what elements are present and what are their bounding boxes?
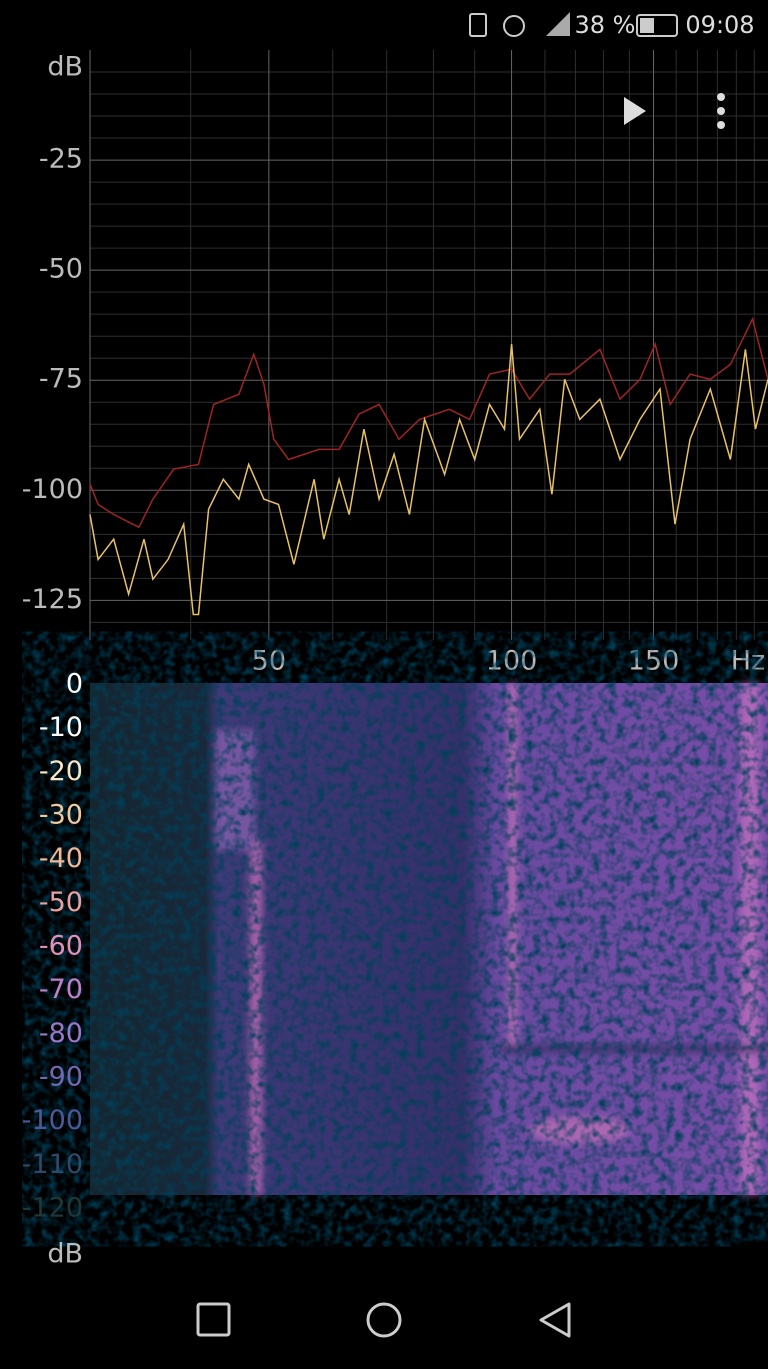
play-button[interactable] [624,97,646,125]
spectrogram-image [90,683,768,1195]
colorbar-tick-label: -20 [39,756,83,787]
status-icons [469,12,678,37]
y-tick-label: -125 [22,584,83,615]
menu-button[interactable] [717,93,725,129]
home-button[interactable] [366,1302,402,1338]
y-tick-label: -50 [39,254,83,285]
colorbar-label: dB [47,1239,83,1270]
x-tick-label: 50 [252,646,286,677]
colorbar-tick-label: -70 [39,974,83,1005]
colorbar-tick-label: -80 [39,1018,83,1049]
recents-button[interactable] [196,1302,231,1337]
battery-level: 38 % [575,11,636,39]
y-tick-label: -25 [39,144,83,175]
x-axis-label: Hz [731,646,765,677]
colorbar: 0 -10 -20 -30 -40 -50 -60 -70 -80 -90 -100 -110 -120… [22,669,83,1270]
spectrum-line [89,344,768,616]
colorbar-tick-label: -90 [39,1062,83,1093]
y-tick-label: -100 [22,474,83,505]
y-tick-label: -75 [39,364,83,395]
colorbar-tick-label: -110 [22,1149,83,1180]
colorbar-tick-label: -30 [39,800,83,831]
colorbar-tick-label: 0 [66,669,83,700]
spectrum-line [89,316,768,529]
colorbar-tick-label: -60 [39,931,83,962]
clock: 09:08 [685,11,754,39]
x-tick-label: 100 [486,646,538,677]
spectrum-chart: 50 100 150 -25 -50 -75 -100 -125 dB Hz [22,50,768,677]
x-tick-label: 150 [628,646,680,677]
colorbar-tick-label: -40 [39,843,83,874]
y-axis-label: dB [47,52,83,83]
colorbar-tick-label: -10 [39,712,83,743]
colorbar-tick-label: -120 [22,1193,83,1224]
colorbar-tick-label: -50 [39,887,83,918]
colorbar-tick-label: -100 [22,1105,83,1136]
back-button[interactable] [539,1302,571,1338]
